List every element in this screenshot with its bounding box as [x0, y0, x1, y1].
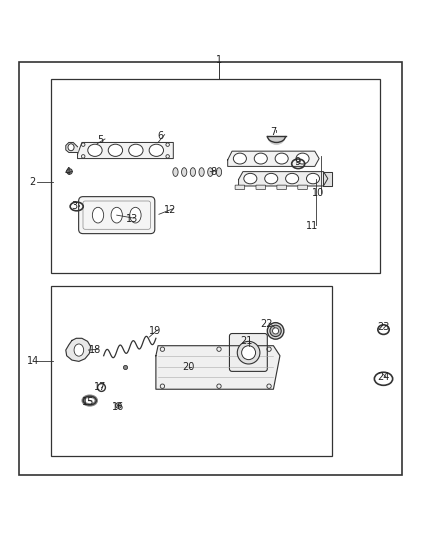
- Text: 18: 18: [89, 345, 101, 355]
- Ellipse shape: [199, 168, 204, 176]
- Text: 13: 13: [126, 214, 138, 224]
- Ellipse shape: [296, 153, 309, 164]
- Text: 10: 10: [312, 188, 325, 198]
- Text: 9: 9: [294, 157, 300, 167]
- Polygon shape: [66, 338, 91, 361]
- Polygon shape: [239, 172, 328, 186]
- Text: 6: 6: [157, 131, 163, 141]
- Text: 12: 12: [164, 205, 177, 215]
- Polygon shape: [156, 346, 280, 389]
- Text: 1: 1: [216, 55, 222, 65]
- Ellipse shape: [216, 168, 222, 176]
- Polygon shape: [228, 151, 319, 166]
- Ellipse shape: [237, 341, 260, 364]
- Ellipse shape: [149, 144, 163, 156]
- Text: 17: 17: [95, 383, 107, 392]
- Ellipse shape: [265, 173, 278, 184]
- Bar: [19, 62, 402, 475]
- Text: 8: 8: [211, 167, 217, 176]
- Ellipse shape: [267, 322, 284, 339]
- Text: 21: 21: [240, 336, 252, 346]
- FancyBboxPatch shape: [256, 185, 265, 189]
- Ellipse shape: [233, 153, 247, 164]
- Ellipse shape: [182, 168, 187, 176]
- Ellipse shape: [307, 173, 320, 184]
- Text: 7: 7: [270, 126, 276, 136]
- Bar: [51, 286, 332, 456]
- Ellipse shape: [111, 207, 122, 223]
- Ellipse shape: [130, 207, 141, 223]
- Text: 15: 15: [82, 397, 95, 407]
- FancyBboxPatch shape: [230, 334, 267, 372]
- Ellipse shape: [68, 144, 74, 151]
- Wedge shape: [267, 136, 286, 145]
- FancyBboxPatch shape: [298, 185, 307, 189]
- FancyBboxPatch shape: [277, 185, 286, 189]
- Ellipse shape: [286, 173, 299, 184]
- FancyBboxPatch shape: [79, 197, 155, 233]
- Text: 14: 14: [27, 357, 39, 366]
- Polygon shape: [323, 172, 332, 186]
- Text: 3: 3: [71, 201, 78, 212]
- Polygon shape: [78, 142, 173, 158]
- Text: 24: 24: [377, 373, 390, 383]
- Bar: [51, 79, 380, 273]
- Ellipse shape: [74, 344, 84, 356]
- Ellipse shape: [88, 144, 102, 156]
- Ellipse shape: [244, 173, 257, 184]
- Polygon shape: [66, 142, 78, 152]
- Text: 4: 4: [65, 167, 71, 176]
- Ellipse shape: [108, 144, 123, 156]
- Ellipse shape: [270, 325, 281, 336]
- Ellipse shape: [254, 153, 267, 164]
- Ellipse shape: [208, 168, 213, 176]
- Ellipse shape: [92, 207, 104, 223]
- Text: 5: 5: [98, 135, 104, 146]
- Text: 19: 19: [148, 326, 161, 336]
- Ellipse shape: [272, 328, 279, 334]
- Ellipse shape: [129, 144, 143, 156]
- Text: 11: 11: [307, 221, 319, 231]
- Ellipse shape: [242, 346, 255, 360]
- Text: 2: 2: [30, 176, 36, 187]
- Text: 23: 23: [377, 321, 390, 332]
- Ellipse shape: [275, 153, 288, 164]
- Text: 22: 22: [260, 319, 272, 329]
- Ellipse shape: [173, 168, 178, 176]
- Text: 16: 16: [112, 402, 124, 411]
- Ellipse shape: [190, 168, 195, 176]
- FancyBboxPatch shape: [235, 185, 245, 189]
- Text: 20: 20: [182, 362, 195, 373]
